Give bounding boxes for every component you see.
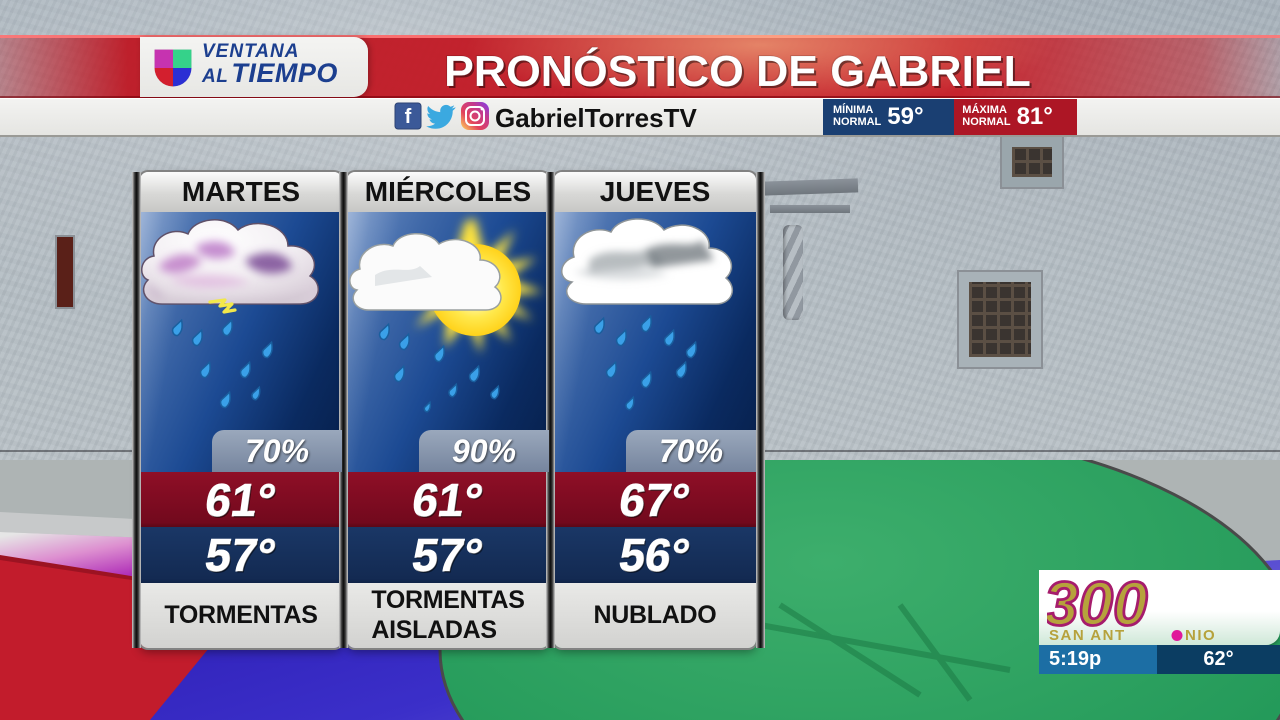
- svg-text:f: f: [405, 106, 412, 128]
- svg-text:NIO: NIO: [1185, 627, 1216, 644]
- svg-text:SAN ANT: SAN ANT: [1049, 627, 1126, 644]
